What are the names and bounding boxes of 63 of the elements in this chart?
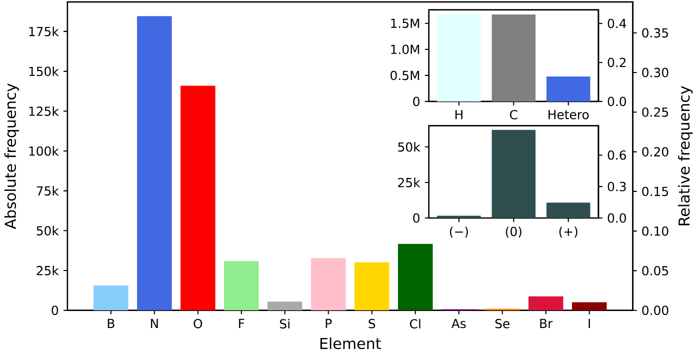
x-axis-title: Element [320,338,381,350]
bar [528,296,564,311]
x-tick-label: Hetero [548,110,589,120]
y2-tick-label: 0.25 [642,108,668,118]
y-tick-label: 0 [413,96,420,106]
x-tick-label: As [451,319,466,328]
y2-axis-title: Relative frequency [678,86,693,226]
y2-tick-label: 0.10 [642,226,668,236]
x-tick-label: Se [495,319,510,329]
bar [137,16,172,311]
y-tick-label: 175k [29,26,59,37]
bar [94,286,128,311]
y2-tick-label: 0.0 [608,214,626,223]
y2-tick-label: 0.00 [642,306,668,316]
bar [572,302,607,311]
y2-tick-label: 0.15 [642,186,668,196]
y-tick-label: 1.0M [391,44,420,54]
y2-tick-label: 0.05 [642,266,668,276]
x-tick-label: B [108,319,114,328]
y-tick-label: 150k [29,66,59,76]
y2-tick-label: 0.3 [608,182,626,192]
bar [354,262,390,311]
y2-tick-label: 0.2 [608,58,626,68]
x-tick-label: S [368,319,376,329]
y-tick-label: 0 [52,306,58,316]
y-tick-label: 25k [36,266,59,276]
x-tick-label: Br [540,319,553,328]
bar [224,261,259,311]
x-tick-label: O [194,319,202,329]
bar [267,302,302,311]
x-tick-label: N [150,319,158,328]
x-tick-label: (−) [450,226,468,238]
x-tick-label: C [510,110,518,120]
y-tick-label: 1.5M [391,18,420,28]
y-tick-label: 50k [398,142,420,152]
x-tick-label: Cl [410,319,420,329]
bar [398,244,433,311]
y-tick-label: 50k [36,226,59,236]
y-tick-label: 75k [36,186,59,196]
y2-tick-label: 0.0 [608,96,626,106]
y-axis-title: Absolute frequency [4,84,19,230]
x-tick-label: P [326,319,332,328]
y-tick-label: 0 [413,214,420,223]
y2-tick-label: 0.35 [642,28,668,38]
bar [437,216,481,218]
bar [180,86,216,311]
y2-tick-label: 0.6 [608,150,626,160]
y2-tick-label: 0.20 [642,147,668,157]
y-tick-label: 125k [29,106,59,116]
y-tick-label: 0.5M [390,70,420,80]
bar [546,202,590,218]
x-tick-label: (+) [559,226,578,238]
x-tick-label: H [455,110,462,120]
x-tick-label: F [239,319,244,328]
y-tick-label: 25k [398,178,420,188]
y-tick-label: 100k [29,146,59,156]
bar [310,258,346,311]
x-tick-label: (0) [506,226,522,238]
x-tick-label: I [588,319,590,328]
y2-tick-label: 0.30 [642,68,668,78]
bar [492,130,536,218]
x-tick-label: Si [280,319,290,329]
y2-tick-label: 0.4 [608,19,626,28]
